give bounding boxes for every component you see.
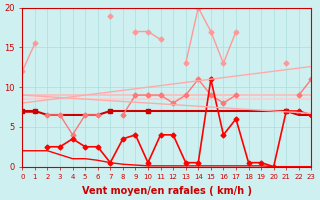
X-axis label: Vent moyen/en rafales ( km/h ): Vent moyen/en rafales ( km/h ): [82, 186, 252, 196]
